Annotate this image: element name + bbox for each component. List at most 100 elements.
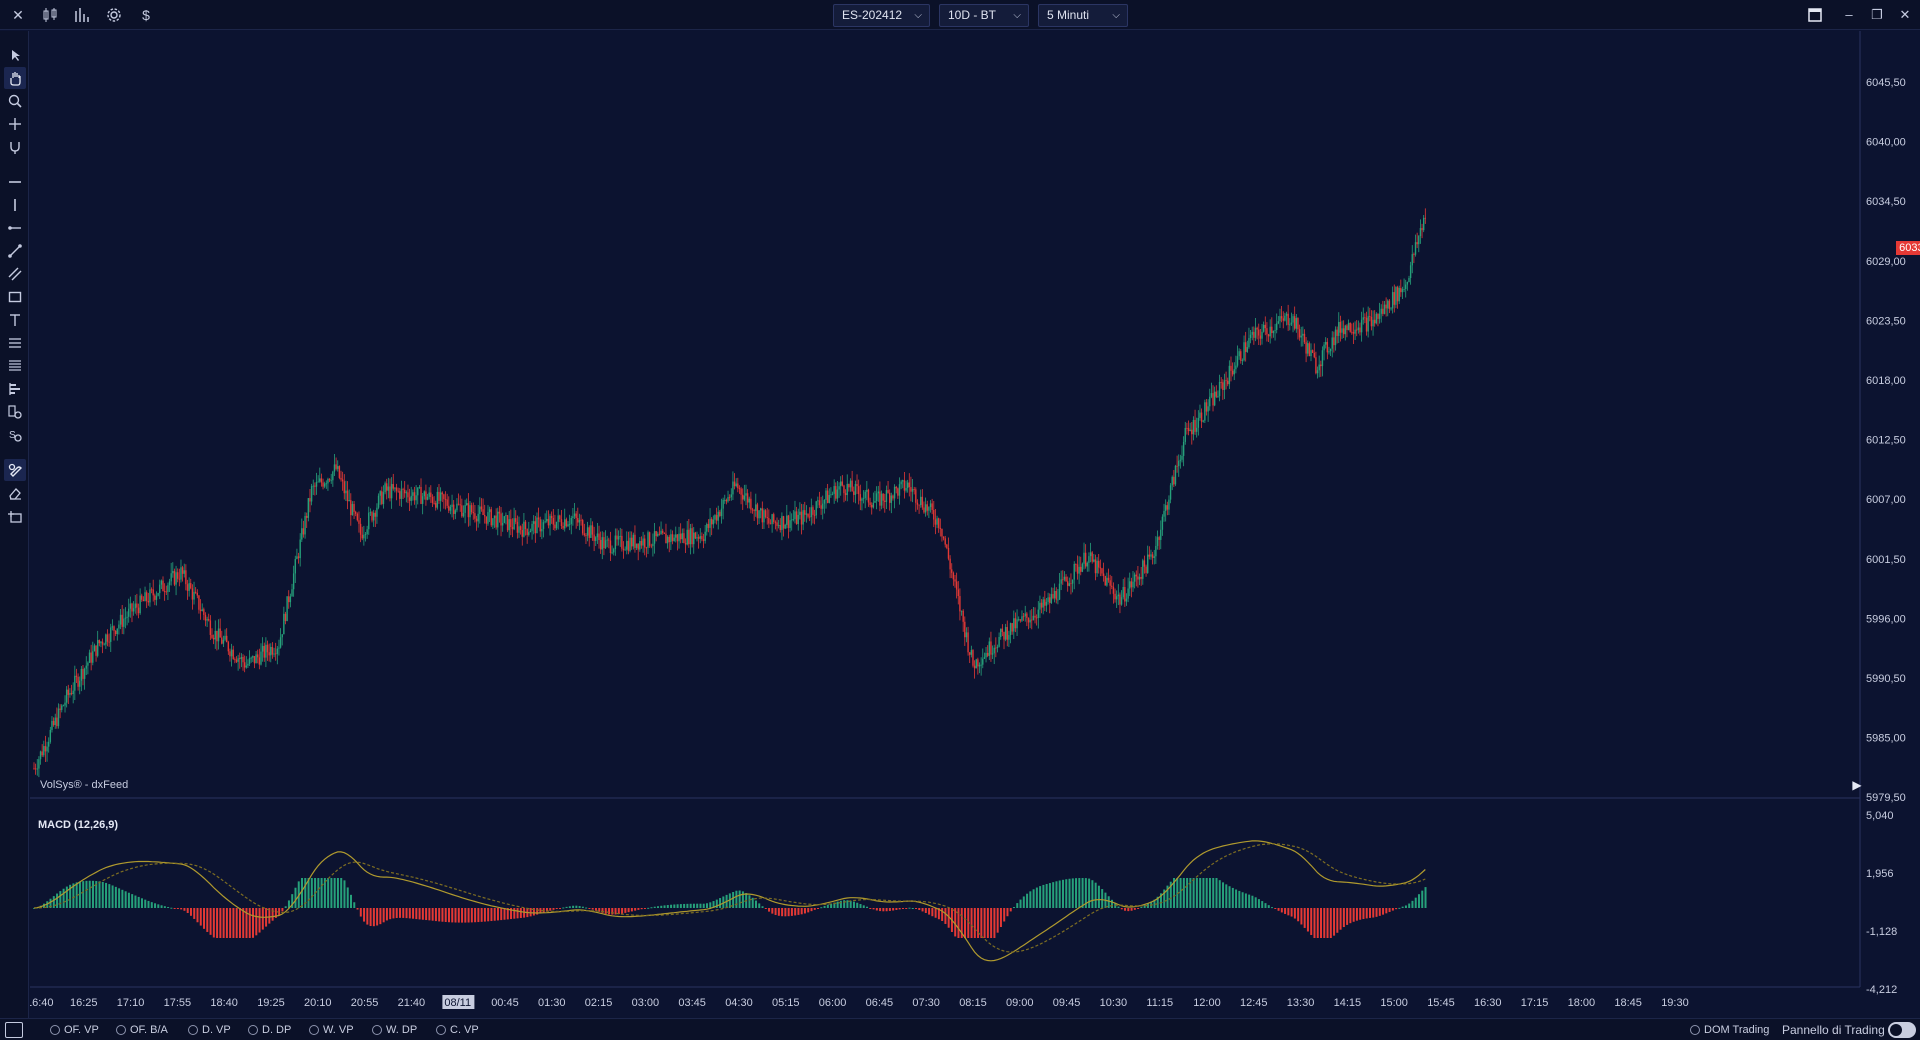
candle-body bbox=[36, 768, 38, 770]
candle-body bbox=[1408, 278, 1410, 282]
candle-body bbox=[779, 525, 781, 531]
candle-body bbox=[1115, 596, 1118, 600]
candle-body bbox=[446, 499, 448, 506]
text-tool[interactable] bbox=[4, 309, 26, 331]
timeframe-selector[interactable]: 5 Minuti ⌵ bbox=[1038, 4, 1128, 27]
candle-body bbox=[988, 641, 991, 656]
minimize-button[interactable]: – bbox=[1845, 7, 1853, 22]
trading-panel-switch[interactable] bbox=[1888, 1022, 1916, 1038]
macd-bar bbox=[418, 908, 421, 920]
dollar-icon[interactable]: $ bbox=[142, 7, 150, 23]
macd-bar bbox=[937, 908, 940, 920]
macd-bar bbox=[803, 908, 806, 914]
macd-bar bbox=[258, 908, 261, 933]
candle-body bbox=[178, 578, 181, 580]
crosshair-tool[interactable] bbox=[4, 113, 26, 135]
macd-bar bbox=[1225, 884, 1228, 908]
volume-profile-tool[interactable] bbox=[4, 378, 26, 400]
fib-levels-tool[interactable] bbox=[4, 355, 26, 377]
candle-body bbox=[782, 516, 785, 529]
horizontal-line-tool[interactable] bbox=[4, 171, 26, 193]
candle-body bbox=[916, 502, 919, 505]
time-tick-label: 20:10 bbox=[304, 997, 332, 1009]
price-chart[interactable]: 6045,50 6040,00 6034,50 6029,00 6023,50 6018,… bbox=[30, 31, 1920, 1018]
candle-body bbox=[113, 626, 115, 631]
sessions-tool[interactable]: S bbox=[4, 424, 26, 446]
indicators-icon[interactable] bbox=[70, 3, 94, 27]
macd-bar bbox=[764, 908, 767, 909]
candle-body bbox=[1264, 324, 1266, 329]
candle-body bbox=[696, 537, 698, 539]
close-icon[interactable]: ✕ bbox=[12, 7, 24, 23]
candle-body bbox=[279, 637, 282, 648]
candle-body bbox=[755, 504, 757, 511]
macd-bar bbox=[676, 904, 679, 908]
candle-body bbox=[1325, 341, 1327, 345]
macd-bar bbox=[679, 904, 682, 908]
candle-body bbox=[418, 486, 421, 488]
chart-area[interactable]: 6045,50 6040,00 6034,50 6029,00 6023,50 6018,… bbox=[30, 31, 1920, 1018]
layers-tool[interactable] bbox=[4, 505, 26, 527]
option-d-dp[interactable]: D. DP bbox=[248, 1022, 291, 1038]
channel-tool[interactable] bbox=[4, 263, 26, 285]
candle-body bbox=[805, 513, 808, 515]
candle-body bbox=[549, 515, 551, 526]
candle-body bbox=[335, 464, 337, 469]
profile-settings-tool[interactable] bbox=[4, 401, 26, 423]
panel-icon[interactable] bbox=[5, 1022, 23, 1038]
candle-body bbox=[583, 533, 586, 536]
macd-bar bbox=[500, 908, 503, 921]
candle-body bbox=[980, 664, 982, 666]
candle-body bbox=[652, 543, 654, 547]
candle-body bbox=[33, 768, 35, 770]
candle-body bbox=[854, 483, 857, 495]
candlestick-icon[interactable] bbox=[38, 3, 62, 27]
candle-body bbox=[426, 496, 429, 500]
zoom-tool[interactable] bbox=[4, 90, 26, 112]
cursor-tool[interactable] bbox=[4, 44, 26, 66]
macd-bar bbox=[510, 908, 513, 920]
trend-line-tool[interactable] bbox=[4, 240, 26, 262]
window-close-button[interactable]: ✕ bbox=[1899, 7, 1911, 22]
eraser-tool[interactable] bbox=[4, 482, 26, 504]
magnet-tool[interactable] bbox=[4, 136, 26, 158]
macd-bar bbox=[1019, 899, 1022, 908]
rectangle-tool[interactable] bbox=[4, 286, 26, 308]
macd-bar bbox=[960, 908, 963, 938]
macd-bar bbox=[147, 900, 150, 908]
option-w-vp[interactable]: W. VP bbox=[309, 1022, 354, 1038]
candle-body bbox=[1279, 316, 1281, 322]
signal-line bbox=[34, 843, 1426, 953]
candle-body bbox=[1308, 343, 1311, 357]
candle-body bbox=[1191, 429, 1193, 435]
layout-icon[interactable] bbox=[1802, 3, 1828, 27]
macd-bar bbox=[376, 908, 379, 926]
ray-tool[interactable] bbox=[4, 217, 26, 239]
candle-body bbox=[508, 519, 510, 531]
option-c-vp[interactable]: C. VP bbox=[436, 1022, 479, 1038]
macd-bar bbox=[1065, 879, 1068, 908]
lock-drawings-tool[interactable] bbox=[4, 459, 26, 481]
settings-icon[interactable] bbox=[102, 3, 126, 27]
restore-button[interactable]: ❐ bbox=[1871, 7, 1883, 22]
candle-body bbox=[1289, 324, 1291, 326]
macd-bar bbox=[389, 908, 392, 920]
option-d-vp[interactable]: D. VP bbox=[188, 1022, 231, 1038]
scroll-right-button[interactable]: ▶ bbox=[1852, 778, 1862, 792]
option-of-ba[interactable]: OF. B/A bbox=[116, 1022, 168, 1038]
macd-bar bbox=[660, 905, 663, 908]
vertical-line-tool[interactable] bbox=[4, 194, 26, 216]
candle-body bbox=[495, 515, 497, 528]
option-of-vp[interactable]: OF. VP bbox=[50, 1022, 99, 1038]
candle-body bbox=[322, 482, 324, 487]
range-selector[interactable]: 10D - BT ⌵ bbox=[939, 4, 1029, 27]
candle-body bbox=[1213, 391, 1216, 406]
symbol-selector[interactable]: ES-202412 ⌵ bbox=[833, 4, 930, 27]
fibonacci-tool[interactable] bbox=[4, 332, 26, 354]
price-tick-label: 5996,00 bbox=[1866, 613, 1906, 625]
dom-trading-toggle[interactable]: DOM Trading bbox=[1690, 1022, 1769, 1038]
candle-body bbox=[701, 536, 703, 540]
macd-bar bbox=[317, 878, 320, 908]
hand-tool[interactable] bbox=[4, 67, 26, 89]
option-w-dp[interactable]: W. DP bbox=[372, 1022, 417, 1038]
